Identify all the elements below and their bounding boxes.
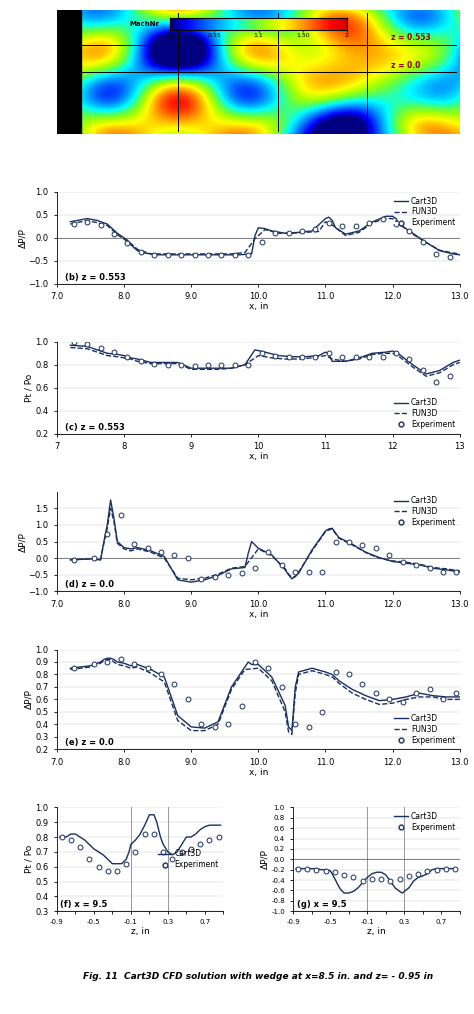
- Text: (c) z = 0.553: (c) z = 0.553: [65, 423, 125, 432]
- Legend: Cart3D, Experiment: Cart3D, Experiment: [155, 847, 222, 872]
- Y-axis label: ΔP/P: ΔP/P: [25, 690, 34, 710]
- Legend: Cart3D, FUN3D, Experiment: Cart3D, FUN3D, Experiment: [391, 395, 458, 432]
- Legend: Cart3D, Experiment: Cart3D, Experiment: [391, 809, 458, 835]
- X-axis label: z, in: z, in: [131, 927, 149, 936]
- Y-axis label: ΔP/P: ΔP/P: [261, 850, 270, 869]
- X-axis label: x, in: x, in: [249, 768, 268, 777]
- Text: (f) x = 9.5: (f) x = 9.5: [60, 900, 108, 909]
- X-axis label: x, in: x, in: [249, 610, 268, 620]
- Y-axis label: Pt / Po: Pt / Po: [25, 845, 34, 873]
- Text: (b) z = 0.553: (b) z = 0.553: [65, 273, 126, 282]
- Legend: Cart3D, FUN3D, Experiment: Cart3D, FUN3D, Experiment: [391, 711, 458, 747]
- Bar: [57, 10, 81, 134]
- Text: (e) z = 0.0: (e) z = 0.0: [65, 738, 114, 747]
- Legend: Cart3D, FUN3D, Experiment: Cart3D, FUN3D, Experiment: [391, 194, 458, 230]
- Legend: Cart3D, FUN3D, Experiment: Cart3D, FUN3D, Experiment: [391, 493, 458, 530]
- Text: z = 0.0: z = 0.0: [391, 61, 420, 70]
- X-axis label: z, in: z, in: [367, 927, 386, 936]
- X-axis label: x, in: x, in: [249, 452, 268, 461]
- Text: (d) z = 0.0: (d) z = 0.0: [65, 580, 114, 589]
- Text: Fig. 11  Cart3D CFD solution with wedge at x=8.5 in. and z= - 0.95 in: Fig. 11 Cart3D CFD solution with wedge a…: [83, 971, 433, 981]
- Y-axis label: ΔP/P: ΔP/P: [18, 531, 27, 552]
- X-axis label: x, in: x, in: [249, 302, 268, 311]
- Text: (a): (a): [65, 119, 81, 129]
- Text: (g) x = 9.5: (g) x = 9.5: [297, 900, 346, 909]
- Text: MachNr: MachNr: [129, 21, 159, 27]
- Text: z = 0.553: z = 0.553: [391, 32, 431, 42]
- Y-axis label: ΔP/P: ΔP/P: [18, 228, 27, 247]
- Y-axis label: Pt / Po: Pt / Po: [25, 373, 34, 402]
